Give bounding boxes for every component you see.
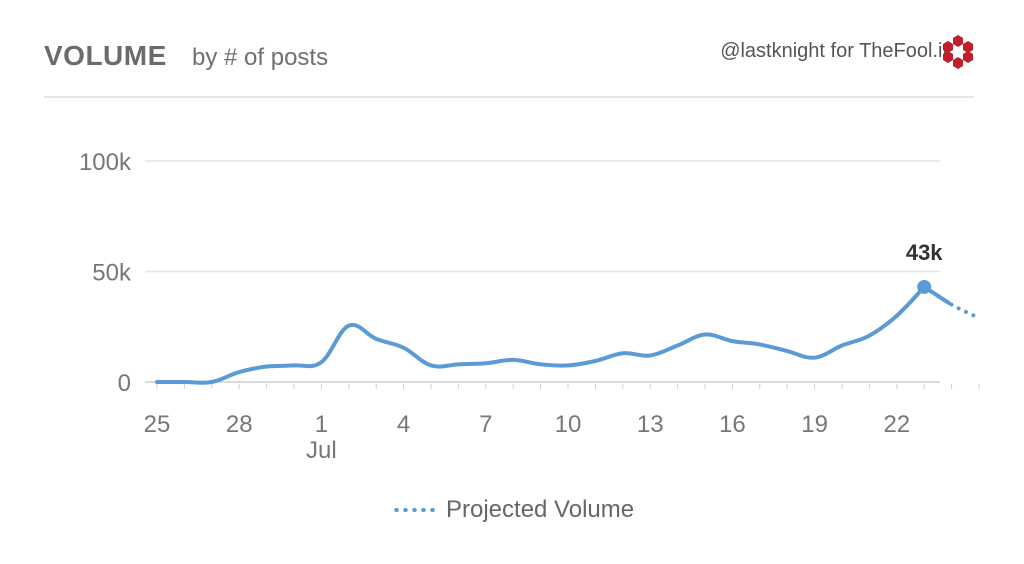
x-tick-label: 1 bbox=[315, 411, 328, 438]
series-line-observed bbox=[155, 284, 927, 385]
x-tick-label: 13 bbox=[637, 411, 664, 438]
x-tick-label: 19 bbox=[801, 411, 828, 438]
legend-label-projected: Projected Volume bbox=[446, 496, 635, 523]
x-tick-label: 28 bbox=[226, 411, 253, 438]
x-tick-label: 4 bbox=[397, 411, 410, 438]
peak-point[interactable] bbox=[917, 279, 932, 294]
chart-header: VOLUME by # of posts @lastknight for The… bbox=[44, 30, 974, 98]
dotted-line-icon bbox=[392, 508, 438, 512]
x-tick-label: 22 bbox=[883, 411, 910, 438]
y-tick-label: 100k bbox=[79, 149, 132, 176]
y-tick-label: 50k bbox=[92, 260, 132, 287]
x-tick-label: 10 bbox=[555, 411, 582, 438]
credit-text: @lastknight for TheFool.it bbox=[720, 40, 948, 62]
x-tick-label: 25 bbox=[144, 411, 171, 438]
chart-title: VOLUME bbox=[44, 40, 167, 71]
x-tick-label: 16 bbox=[719, 411, 746, 438]
peak-data-label: 43k bbox=[906, 240, 943, 265]
y-tick-label: 0 bbox=[118, 370, 131, 397]
x-tick-label: 7 bbox=[479, 411, 492, 438]
red-hexagon-cluster-icon bbox=[943, 35, 973, 69]
legend[interactable]: Projected Volume bbox=[392, 494, 634, 526]
x-tick-sublabel: Jul bbox=[306, 437, 337, 464]
chart-subtitle: by # of posts bbox=[192, 44, 329, 71]
